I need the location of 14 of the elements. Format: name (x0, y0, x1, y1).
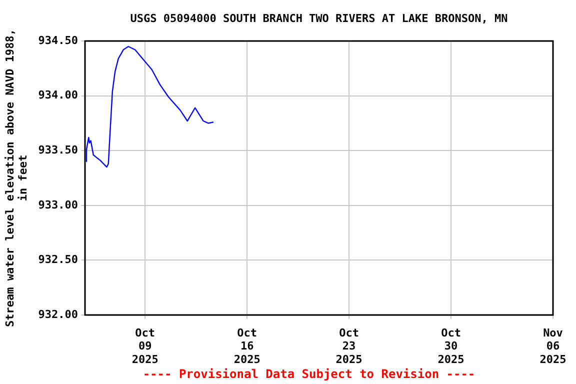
y-tick-label: 934.50 (38, 34, 78, 47)
y-tick-label: 932.00 (38, 308, 78, 321)
x-tick-label: Oct 23 2025 (336, 326, 362, 366)
y-tick-label: 932.50 (38, 253, 78, 266)
y-tick-label: 934.00 (38, 88, 78, 102)
x-tick-label: Nov 06 2025 (540, 326, 566, 366)
y-tick-label: 933.50 (38, 143, 78, 156)
y-axis-title: Stream water level elevation above NAVD 1988, in feet (3, 28, 30, 328)
chart-title: USGS 05094000 SOUTH BRANCH TWO RIVERS AT LAKE BRONSON, MN (130, 12, 508, 25)
text: ---- Provisional Data Subject to Revision ---- (142, 367, 476, 382)
y-tick-label: 933.00 (38, 198, 78, 212)
x-tick-label: Oct 16 2025 (234, 326, 260, 366)
x-tick-label: Oct 30 2025 (438, 326, 464, 366)
x-tick-label: Oct 09 2025 (132, 326, 158, 366)
